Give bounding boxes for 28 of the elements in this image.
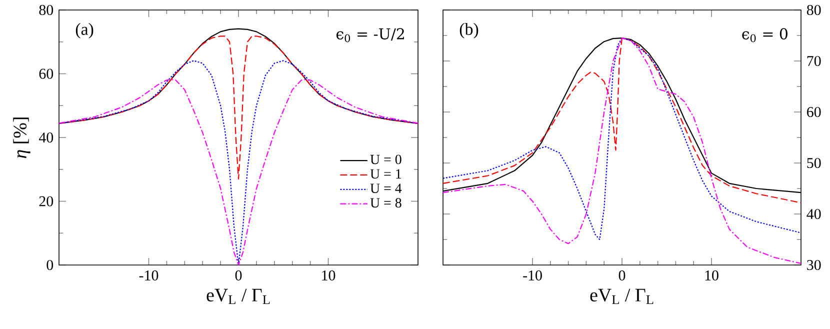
annotation: (b) (460, 23, 478, 38)
x-tick-label: 0 (235, 270, 242, 280)
x-axis-title: eV$_{L}$ / Γ$_{L}$ (590, 288, 654, 304)
annotation: ϵ$_{0}$ = 0 (742, 28, 788, 42)
legend-label: U = 4 (370, 184, 402, 194)
y-axis-title: η [%] (13, 118, 30, 158)
y2-tick-label: 60 (807, 106, 821, 118)
x-tick-label: 10 (322, 270, 336, 280)
annotation: ϵ$_{0}$ = -U/2 (336, 28, 404, 42)
y2-tick-label: 30 (807, 260, 821, 270)
x-tick-label: -10 (139, 270, 158, 280)
x-tick-label: 10 (705, 270, 718, 280)
y-tick-label: 40 (38, 132, 54, 143)
y2-tick-label: 40 (806, 208, 821, 220)
y-tick-label: 60 (39, 68, 54, 79)
y2-tick-label: 70 (807, 56, 821, 66)
x-tick-label: -10 (523, 270, 542, 280)
legend-label: U = 8 (370, 198, 402, 208)
y-tick-label: 20 (39, 196, 54, 206)
x-axis-title: eV$_{L}$ / Γ$_{L}$ (206, 288, 270, 304)
y2-tick-label: 80 (806, 4, 821, 16)
y-tick-label: 0 (46, 260, 54, 270)
x-tick-label: 0 (618, 270, 626, 280)
y-tick-label: 80 (39, 4, 54, 16)
legend-label: U = 1 (370, 169, 402, 179)
annotation: (a) (76, 23, 94, 38)
legend-label: U = 0 (370, 154, 402, 164)
y2-tick-label: 50 (807, 158, 821, 168)
